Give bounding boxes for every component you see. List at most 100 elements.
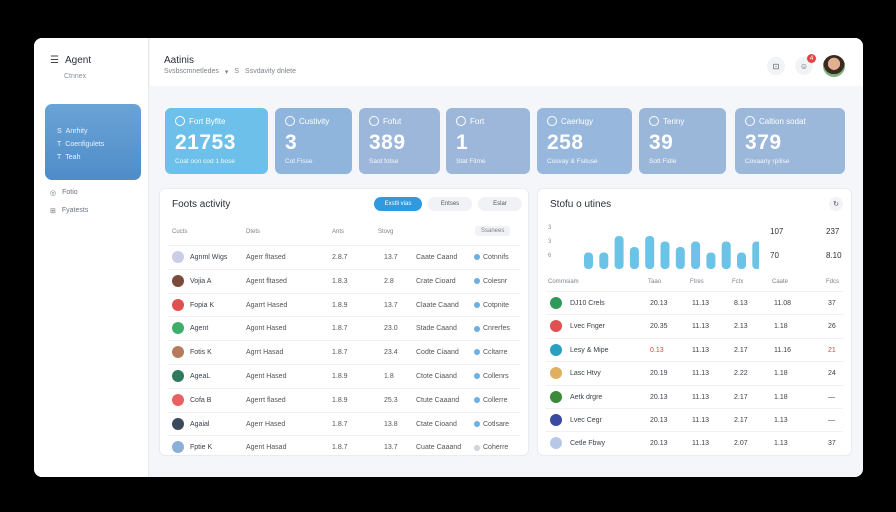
table-row[interactable]: Fopia K Agarrt Hased 1.8.9 13.7 Claate C… (168, 292, 520, 316)
row-tag[interactable]: Cotnnifs (474, 254, 509, 261)
row-tag[interactable]: Cnrerfes (474, 325, 510, 332)
row-value: 1.8.3 (332, 277, 348, 285)
row-tag[interactable]: Cotlsare (474, 421, 509, 428)
window-icon[interactable]: ⊡ (767, 57, 785, 75)
table-row[interactable]: DJ10 Crels 20.13 11.13 8.13 11.08 37 (546, 291, 843, 314)
notifications-icon[interactable]: ☺ 4 (795, 54, 816, 75)
breadcrumb-item[interactable]: Ssvdavity dnlete (245, 68, 297, 75)
status-bar-chart: 3 3 6 (548, 225, 759, 269)
stat-label: Fort Byflte (175, 116, 258, 126)
stat-card[interactable]: Teriny 39 Sott Fidle (639, 108, 726, 174)
row-icon (550, 414, 562, 426)
grid-icon: ⊞ (50, 208, 56, 215)
brand[interactable]: ☰ Agent (50, 55, 91, 66)
stat-subtext: Cosvay & Fsituse (547, 158, 598, 165)
row-name: Vojia A (190, 277, 212, 285)
stat-subtext: Stat Fitme (456, 158, 486, 165)
filter-pill-0[interactable]: Exstli vias (374, 197, 422, 211)
stat-card[interactable]: Fort 1 Stat Fitme (446, 108, 530, 174)
row-icon (550, 343, 562, 356)
row-status: Codte Ciaand (416, 349, 459, 357)
row-value: 1.13 (774, 440, 788, 448)
table-row[interactable]: Agaial Agerr Hased 1.8.7 13.8 Ctate Cioa… (168, 411, 520, 435)
stat-card[interactable]: Caltion sodat 379 Covaany rpilise (735, 108, 845, 174)
column-filter-dropdown[interactable]: Ssanees (475, 226, 511, 236)
table-row[interactable]: Lvec Fnger 20.35 11.13 2.13 1.18 26 (546, 314, 843, 337)
row-value: 11.13 (692, 440, 709, 448)
row-value: 23.0 (384, 325, 398, 333)
refresh-icon[interactable]: ↻ (829, 197, 843, 211)
tag-icon (474, 420, 480, 427)
notification-badge: 4 (807, 54, 816, 63)
column-header: Ftres (690, 279, 704, 285)
sidebar-item-team[interactable]: T Teah (57, 154, 81, 161)
axis-tick-label: 3 (548, 225, 552, 231)
stat-value: 389 (369, 131, 406, 154)
chevron-down-icon[interactable]: ▾ (224, 69, 229, 76)
row-value: 2.13 (734, 323, 748, 331)
sidebar-link-fyatests[interactable]: ⊞ Fyatests (50, 207, 89, 215)
app-subtitle: Ctnnex (64, 73, 87, 80)
circle-icon (175, 116, 185, 126)
table-row[interactable]: Aetk drgre 20.13 11.13 2.17 1.18 — (546, 384, 843, 408)
row-value: 11.13 (692, 370, 709, 378)
row-value: 13.8 (384, 420, 398, 428)
circle-icon (547, 116, 557, 126)
table-row[interactable]: Lesy & Mipe 0.13 11.13 2.17 11.16 21 (546, 337, 843, 361)
tag-icon (474, 325, 480, 332)
row-value: 2.17 (734, 346, 748, 354)
column-header: Stovg (378, 229, 394, 235)
row-name: Aetk drgre (570, 393, 603, 401)
table-row[interactable]: Fotis K Agrrt Hasad 1.8.7 23.4 Codte Cia… (168, 340, 520, 363)
chart-bar (584, 252, 593, 269)
stat-card[interactable]: Caerlugy 258 Cosvay & Fsituse (537, 108, 632, 174)
chart-bar (691, 241, 701, 269)
table-row[interactable]: Cetle Fbwy 20.13 11.13 2.07 1.13 37 (546, 431, 843, 454)
filter-pill-2[interactable]: Eslar (478, 197, 522, 211)
stat-card[interactable]: Fort Byflte 21753 Coat oon cod 1 bose (165, 108, 268, 174)
row-tag[interactable]: Colesnr (474, 278, 507, 285)
row-name: Fopia K (190, 301, 215, 309)
table-row[interactable]: Agent Agont Hased 1.8.7 23.0 Stade Caand… (168, 316, 520, 339)
table-row[interactable]: Lvec Cegr 20.13 11.13 2.17 1.13 — (546, 408, 843, 431)
row-value: 2.17 (734, 417, 748, 424)
table-row[interactable]: Vojia A Agent fltased 1.8.3 2.8 Crate Ci… (168, 268, 520, 292)
sidebar-item-activity[interactable]: S Anrhity (57, 128, 88, 135)
row-tag[interactable]: Collerre (474, 397, 508, 404)
stat-card[interactable]: Fofut 389 Saot fotse (359, 108, 440, 174)
stat-label: Teriny (649, 116, 716, 126)
table-row[interactable]: Fptie K Agent Hasad 1.8.7 13.7 Cuate Caa… (168, 435, 520, 458)
row-value: 37 (828, 440, 836, 448)
row-name: Lvec Cegr (570, 417, 602, 424)
row-tag[interactable]: Ccltarre (474, 349, 508, 356)
row-tag[interactable]: Cotpnite (474, 302, 509, 309)
row-value: 24 (828, 370, 836, 378)
circle-icon (745, 116, 755, 126)
table-row[interactable]: Lasc Htvy 20.19 11.13 2.22 1.18 24 (546, 361, 843, 384)
row-tag[interactable]: Coherre (474, 444, 508, 451)
user-avatar[interactable] (823, 55, 845, 77)
stat-card[interactable]: Custivity 3 Cot Fisse (275, 108, 352, 174)
sidebar-item-configs[interactable]: T Coenfigulets (57, 141, 105, 148)
table-row[interactable]: Agnml Wigs Agerr fltased 2.8.7 13.7 Caat… (168, 245, 520, 268)
table-row[interactable]: Cofa B Agerrt flased 1.8.9 25.3 Ctute Ca… (168, 387, 520, 411)
stat-label: Caltion sodat (745, 116, 835, 126)
row-value: 2.8 (384, 277, 394, 285)
breadcrumb-item[interactable]: Svsbscmnetledes (164, 68, 219, 75)
axis-tick-label: 6 (548, 253, 552, 259)
row-name: Lesy & Mipe (570, 346, 609, 354)
table-row[interactable]: AgeaL Agent Hased 1.8.9 1.8 Ctote Ciaand… (168, 364, 520, 387)
hamburger-menu-icon[interactable]: ☰ (50, 55, 59, 66)
row-tag[interactable]: Collenrs (474, 373, 509, 380)
chart-bar (721, 241, 731, 269)
circle-icon: ◎ (50, 190, 57, 197)
row-status: Ctote Ciaand (416, 373, 457, 380)
top-icons: ⊡ ☺ 4 (767, 54, 845, 77)
row-value: 1.8.7 (332, 444, 348, 452)
filter-pill-1[interactable]: Entses (428, 197, 472, 211)
row-value: 13.7 (384, 301, 398, 309)
row-name: Lvec Fnger (570, 323, 606, 331)
stat-value: 258 (547, 131, 584, 154)
row-agent: Agarrt Hased (246, 301, 288, 309)
sidebar-link-fotio[interactable]: ◎ Fotio (50, 189, 78, 197)
